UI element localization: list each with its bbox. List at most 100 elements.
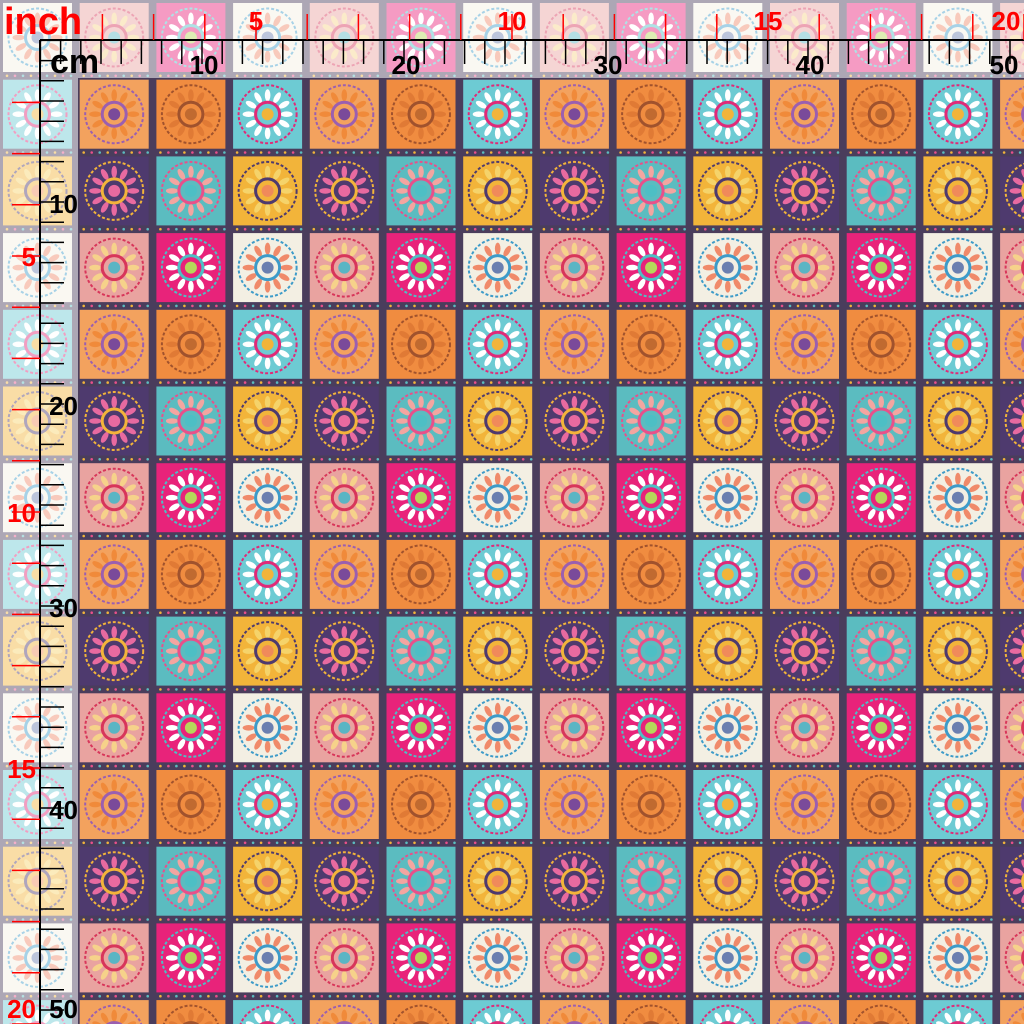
fabric-tile — [846, 1000, 916, 1024]
fabric-tile — [463, 616, 533, 691]
top-inch-label: 15 — [754, 6, 783, 36]
fabric-tile — [923, 616, 993, 691]
fabric-tile — [233, 156, 303, 231]
fabric-tile — [1000, 463, 1024, 538]
fabric-tile — [463, 539, 533, 614]
fabric-tile — [923, 693, 993, 768]
fabric-tile — [79, 1000, 149, 1024]
fabric-tile — [846, 386, 916, 461]
fabric-tile — [463, 309, 533, 384]
fabric-tile — [156, 233, 226, 308]
fabric-tile — [386, 309, 456, 384]
fabric-tile — [923, 463, 993, 538]
fabric-tile — [233, 233, 303, 308]
fabric-tile — [616, 539, 686, 614]
fabric-tile — [923, 1000, 993, 1024]
fabric-tile — [1000, 770, 1024, 845]
fabric-tile — [386, 846, 456, 921]
top-cm-label: 30 — [594, 50, 623, 80]
fabric-tile — [1000, 923, 1024, 998]
fabric-tile — [1000, 79, 1024, 154]
fabric-tile — [539, 79, 610, 154]
fabric-tile — [539, 309, 610, 384]
fabric-tile — [693, 79, 763, 154]
fabric-tile — [79, 156, 149, 231]
fabric-tile — [539, 846, 610, 921]
fabric-tile — [386, 539, 456, 614]
left-cm-label: 10 — [49, 189, 78, 219]
fabric-tile — [770, 156, 840, 231]
fabric-tile — [539, 386, 610, 461]
fabric-tile — [463, 770, 533, 845]
fabric-tile — [616, 693, 686, 768]
fabric-tile — [923, 309, 993, 384]
fabric-tile — [770, 616, 840, 691]
fabric-tile — [693, 1000, 763, 1024]
fabric-tile — [923, 233, 993, 308]
fabric-tile — [1000, 693, 1024, 768]
fabric-tile — [233, 923, 303, 998]
fabric-tile — [463, 463, 533, 538]
fabric-tile — [616, 923, 686, 998]
fabric-tile — [770, 539, 840, 614]
fabric-tile — [539, 616, 610, 691]
fabric-tile — [693, 463, 763, 538]
fabric-tile — [233, 616, 303, 691]
fabric-tile — [233, 770, 303, 845]
fabric-tile — [693, 923, 763, 998]
fabric-tile — [539, 1000, 609, 1024]
fabric-tile — [156, 693, 226, 768]
fabric-tile — [233, 1000, 303, 1024]
fabric-tile — [770, 1000, 839, 1024]
fabric-tile — [1000, 616, 1024, 691]
fabric-tile — [539, 463, 610, 538]
fabric-tile — [156, 846, 226, 921]
fabric-tile — [386, 156, 456, 231]
fabric-tile — [156, 1000, 226, 1024]
fabric-tile — [923, 79, 993, 154]
fabric-tile — [309, 923, 380, 998]
fabric-tile — [923, 539, 993, 614]
fabric-tile — [309, 463, 380, 538]
left-inch-label: 5 — [22, 242, 36, 272]
fabric-tile — [79, 923, 149, 998]
fabric-tile — [386, 923, 456, 998]
fabric-tile — [156, 923, 226, 998]
fabric-tile — [309, 156, 380, 231]
fabric-tile — [846, 616, 916, 691]
fabric-tile — [693, 233, 763, 308]
fabric-tile — [770, 770, 840, 845]
fabric-tile — [79, 846, 149, 921]
fabric-tile — [1000, 846, 1024, 921]
fabric-tile — [463, 1000, 533, 1024]
fabric-tile — [693, 309, 763, 384]
left-cm-label: 50 — [49, 994, 78, 1024]
fabric-tile — [616, 463, 686, 538]
fabric-tile — [846, 79, 916, 154]
fabric-tile — [309, 79, 380, 154]
fabric-tile — [1000, 309, 1024, 384]
fabric-tile — [770, 79, 840, 154]
top-cm-label: 50 — [990, 50, 1019, 80]
fabric-tile — [1000, 233, 1024, 308]
fabric-tile — [386, 616, 456, 691]
fabric-tile — [770, 233, 840, 308]
fabric-tile — [846, 923, 916, 998]
fabric-tile — [309, 233, 380, 308]
fabric-tile — [233, 539, 303, 614]
fabric-tile — [923, 156, 993, 231]
fabric-tile — [463, 923, 533, 998]
fabric-tile — [233, 79, 303, 154]
fabric-tile — [1000, 1000, 1024, 1024]
fabric-tile — [156, 156, 226, 231]
fabric-tile — [846, 770, 916, 845]
fabric-tile — [770, 309, 840, 384]
left-cm-label: 20 — [49, 391, 78, 421]
fabric-tile — [156, 770, 226, 845]
fabric-tile — [463, 846, 533, 921]
fabric-tile — [463, 386, 533, 461]
fabric-tile — [923, 770, 993, 845]
inch-unit-label: inch — [4, 1, 82, 43]
top-inch-label: 5 — [249, 6, 263, 36]
